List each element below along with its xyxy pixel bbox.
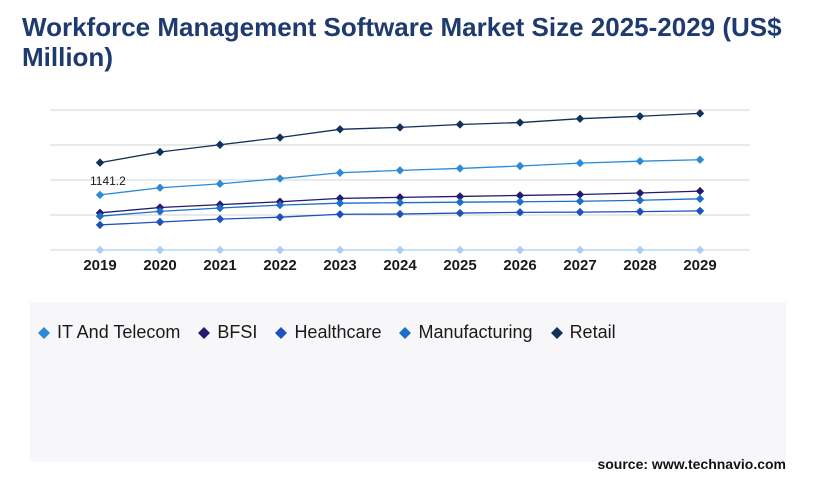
diamond-marker-icon: [198, 326, 211, 339]
diamond-marker-icon: [38, 326, 50, 339]
data-point: [395, 245, 405, 255]
data-point: [155, 183, 165, 192]
legend-label: Healthcare: [294, 322, 382, 342]
legend-item-retail[interactable]: Retail: [550, 322, 616, 343]
data-point: [635, 188, 645, 198]
data-point: [335, 245, 345, 255]
data-point: [395, 193, 405, 202]
legend: IT And Telecom BFSI Healthcare Manufactu…: [38, 322, 616, 343]
data-point: [515, 118, 525, 127]
x-tick-label: 2023: [323, 257, 356, 274]
x-tick-label: 2026: [503, 257, 536, 274]
data-point: [95, 158, 105, 167]
data-point: [275, 200, 285, 210]
series-line: [99, 159, 701, 196]
diamond-marker-icon: [275, 326, 288, 339]
data-point: [155, 207, 165, 216]
data-point: [95, 212, 105, 221]
data-point: [635, 156, 645, 166]
data-point: [215, 179, 225, 189]
data-point: [335, 168, 345, 177]
data-point: [515, 208, 525, 217]
data-point: [395, 198, 405, 207]
data-point: [635, 112, 645, 121]
legend-item-healthcare[interactable]: Healthcare: [275, 322, 381, 343]
x-tick-label: 2025: [443, 257, 476, 274]
x-tick-label: 2022: [263, 257, 296, 274]
data-point: [575, 190, 585, 199]
data-point: [695, 155, 705, 164]
legend-item-bfsi[interactable]: BFSI: [198, 322, 257, 343]
data-point: [515, 191, 525, 200]
data-point: [155, 245, 165, 255]
data-point: [635, 245, 645, 255]
legend-label: Manufacturing: [418, 322, 533, 342]
data-point: [455, 208, 465, 218]
line-chart: 2019 2020 2021 2022 2023 2024 2025 2026 2027 2028…: [50, 109, 750, 274]
data-point: [575, 197, 585, 206]
source-credit: source: www.technavio.com: [597, 456, 786, 472]
diamond-marker-icon: [550, 326, 563, 339]
legend-label: Retail: [569, 322, 616, 342]
data-point: [455, 120, 465, 129]
data-point: [275, 245, 285, 255]
legend-item-manufacturing[interactable]: Manufacturing: [399, 322, 533, 343]
data-point: [455, 164, 465, 173]
data-point: [95, 220, 105, 230]
x-tick-label: 2020: [143, 257, 176, 274]
data-point: [575, 158, 585, 168]
data-point: [695, 245, 705, 255]
data-point: [515, 245, 525, 255]
data-point: [395, 166, 405, 175]
data-point: [95, 190, 105, 200]
data-point: [455, 198, 465, 207]
diamond-marker-icon: [399, 326, 412, 339]
x-tick-label: 2019: [83, 257, 116, 274]
data-point: [95, 245, 105, 255]
legend-label: BFSI: [217, 322, 258, 342]
data-point: [335, 194, 345, 203]
chart-title: Workforce Management Software Market Siz…: [22, 12, 782, 72]
data-point: [215, 214, 225, 224]
data-point: [335, 210, 345, 219]
data-point: [695, 186, 705, 196]
data-point: [515, 197, 525, 206]
x-tick-label: 2028: [623, 257, 656, 274]
data-point: [695, 194, 705, 204]
legend-label: IT And Telecom: [57, 322, 181, 342]
data-point: [515, 161, 525, 171]
data-point: [215, 203, 225, 213]
x-tick-label: 2021: [203, 257, 236, 274]
x-tick-label: 2027: [563, 257, 596, 274]
data-point: [695, 206, 705, 216]
data-point: [395, 123, 405, 132]
data-point: [275, 212, 285, 222]
data-point: [695, 109, 705, 118]
data-point: [155, 217, 165, 227]
x-tick-label: 2024: [383, 257, 417, 274]
data-point: [395, 209, 405, 219]
data-point: [575, 114, 585, 123]
data-point: [455, 245, 465, 255]
data-point: [275, 133, 285, 142]
data-point: [635, 207, 645, 216]
legend-panel: [30, 302, 786, 462]
data-point: [575, 207, 585, 217]
x-tick-label: 2029: [683, 257, 716, 274]
series-line: [99, 112, 701, 164]
data-point: [155, 147, 165, 157]
data-point: [335, 198, 345, 208]
data-label: 1141.2: [90, 174, 126, 188]
legend-item-it-telecom[interactable]: IT And Telecom: [38, 322, 180, 343]
data-point: [575, 245, 585, 255]
data-point: [275, 174, 285, 183]
data-point: [215, 245, 225, 255]
data-point: [455, 192, 465, 201]
data-point: [215, 140, 225, 149]
data-point: [335, 125, 345, 134]
data-point: [635, 196, 645, 205]
